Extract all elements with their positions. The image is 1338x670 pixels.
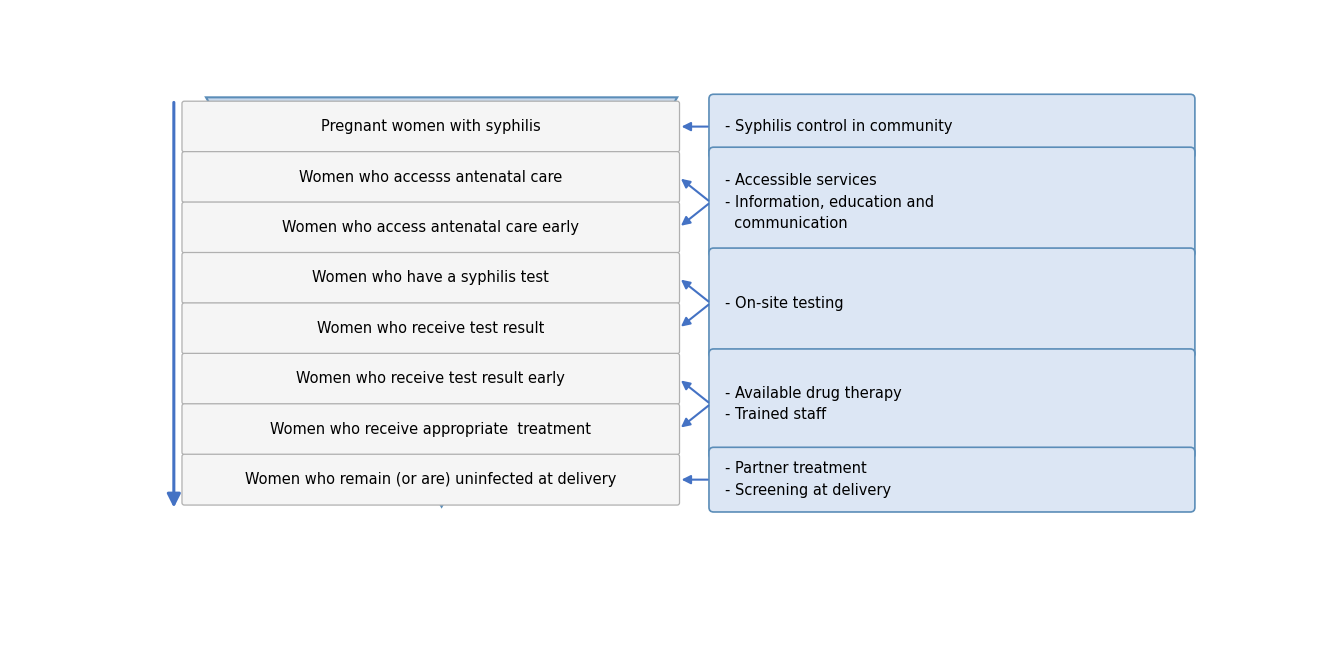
Text: Women who access antenatal care early: Women who access antenatal care early (282, 220, 579, 235)
Polygon shape (206, 97, 677, 507)
FancyBboxPatch shape (182, 151, 680, 202)
Text: Pregnant women with syphilis: Pregnant women with syphilis (321, 119, 541, 134)
Text: Women who accesss antenatal care: Women who accesss antenatal care (300, 170, 562, 184)
FancyBboxPatch shape (709, 94, 1195, 159)
Text: Women who receive test result early: Women who receive test result early (296, 371, 565, 387)
Text: - Available drug therapy
- Trained staff: - Available drug therapy - Trained staff (725, 386, 902, 422)
Text: - Partner treatment
- Screening at delivery: - Partner treatment - Screening at deliv… (725, 462, 891, 498)
FancyBboxPatch shape (182, 202, 680, 253)
Text: - On-site testing: - On-site testing (725, 295, 844, 311)
FancyBboxPatch shape (709, 448, 1195, 512)
Text: - Syphilis control in community: - Syphilis control in community (725, 119, 953, 134)
FancyBboxPatch shape (709, 147, 1195, 257)
FancyBboxPatch shape (182, 101, 680, 152)
Text: Women who receive appropriate  treatment: Women who receive appropriate treatment (270, 421, 591, 437)
FancyBboxPatch shape (182, 253, 680, 304)
FancyBboxPatch shape (182, 353, 680, 404)
Text: Women who remain (or are) uninfected at delivery: Women who remain (or are) uninfected at … (245, 472, 617, 487)
FancyBboxPatch shape (182, 454, 680, 505)
Text: - Accessible services
- Information, education and
  communication: - Accessible services - Information, edu… (725, 173, 934, 231)
FancyBboxPatch shape (709, 248, 1195, 358)
FancyBboxPatch shape (709, 349, 1195, 459)
Text: Women who have a syphilis test: Women who have a syphilis test (312, 271, 549, 285)
FancyBboxPatch shape (182, 303, 680, 354)
FancyBboxPatch shape (182, 404, 680, 455)
Text: Women who receive test result: Women who receive test result (317, 321, 545, 336)
